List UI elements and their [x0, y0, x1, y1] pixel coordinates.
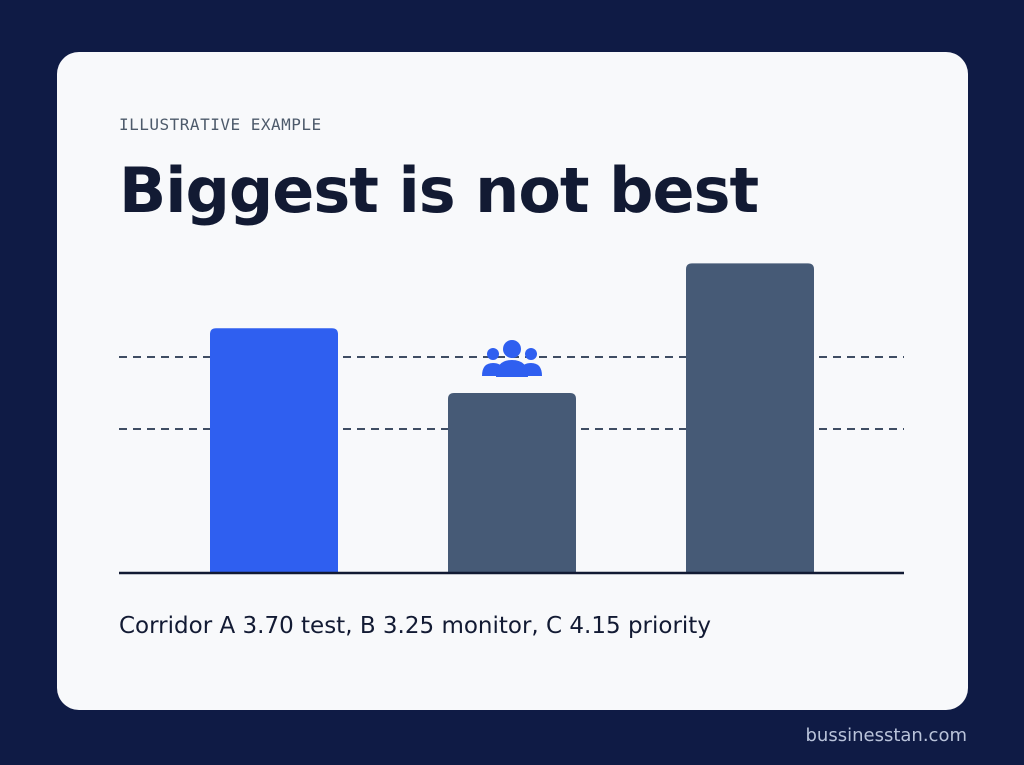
marker-layer — [482, 340, 542, 377]
eyebrow-label: ILLUSTRATIVE EXAMPLE — [119, 115, 322, 134]
card: ILLUSTRATIVE EXAMPLE Biggest is not best… — [57, 52, 968, 710]
bar-b — [448, 393, 576, 573]
page-title: Biggest is not best — [119, 154, 759, 227]
chart-caption: Corridor A 3.70 test, B 3.25 monitor, C … — [119, 613, 711, 639]
bar-a — [210, 328, 338, 573]
bar-chart — [119, 263, 904, 575]
bar-c — [686, 263, 814, 573]
bars — [210, 263, 814, 573]
users-group-icon — [482, 340, 542, 377]
site-credit: bussinesstan.com — [805, 725, 968, 746]
